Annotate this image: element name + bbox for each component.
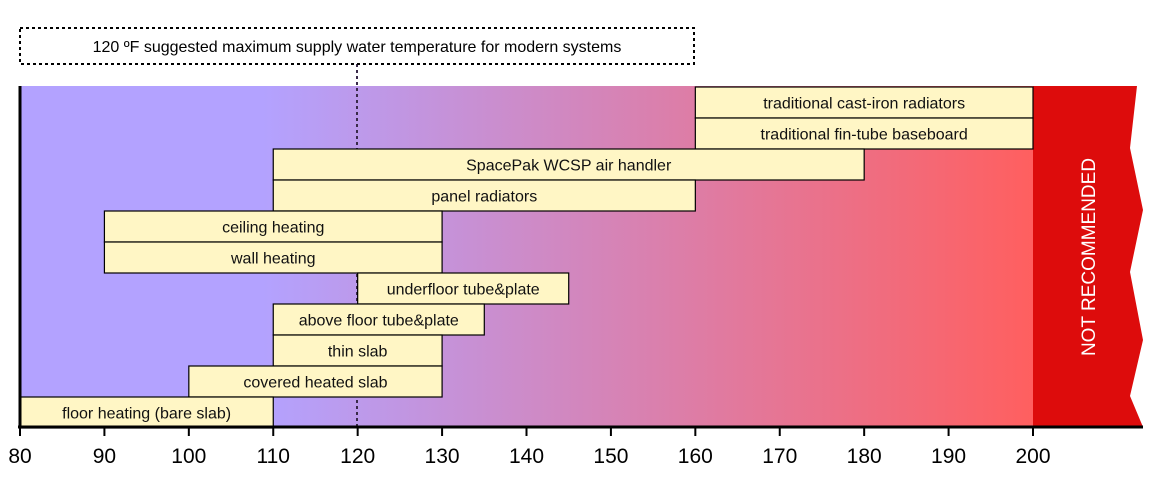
range-bar: above floor tube&plate [272,303,485,336]
x-tick-label: 140 [509,445,544,468]
range-bar: covered heated slab [188,365,443,398]
x-tick-label: 200 [1015,445,1050,468]
range-bar-label: covered heated slab [243,375,387,392]
range-bar-label: wall heating [230,251,316,268]
x-tick-label: 120 [340,445,375,468]
range-bar-rect [103,241,443,274]
x-axis-ticks: 80 90 100 110 120 130 140 150 160 170 180 190 200 [8,427,1051,468]
range-bar: wall heating [103,241,443,274]
range-bars: traditional cast-iron radiators tradition… [19,86,1034,429]
range-bar: underfloor tube&plate [357,272,570,305]
range-bar: panel radiators [272,179,696,212]
range-bar: thin slab [272,334,443,367]
range-bar-label: thin slab [328,344,388,361]
x-tick-label: 130 [425,445,460,468]
range-bar-label: above floor tube&plate [299,313,459,330]
x-tick-label: 150 [593,445,628,468]
range-bar-rect [694,86,1034,119]
x-tick-label: 100 [171,445,206,468]
x-tick-label: 90 [93,445,116,468]
range-bar-rect [272,334,443,367]
x-tick-label: 160 [678,445,713,468]
range-bar: traditional cast-iron radiators [694,86,1034,119]
not-recommended-region [1033,86,1143,427]
range-bar-rect [272,179,696,212]
range-bar-rect [103,210,443,243]
reference-callout-box [19,27,695,65]
range-bar-label: floor heating (bare slab) [62,406,231,423]
range-bar: traditional fin-tube baseboard [694,117,1034,150]
range-bar-rect [694,117,1034,150]
range-bar: SpacePak WCSP air handler [272,148,865,181]
range-bar-label: panel radiators [431,189,537,206]
not-recommended-label: NOT RECOMMENDED [1079,158,1100,356]
range-bar-label: traditional cast-iron radiators [763,96,965,113]
range-bar-label: underfloor tube&plate [387,282,540,299]
range-bar-label: ceiling heating [222,220,324,237]
x-tick-label: 80 [8,445,31,468]
range-bar-label: SpacePak WCSP air handler [466,158,672,175]
range-bar: floor heating (bare slab) [19,396,274,429]
range-bar-rect [272,303,485,336]
x-tick-label: 180 [847,445,882,468]
range-bar: ceiling heating [103,210,443,243]
x-tick-label: 170 [762,445,797,468]
range-bar-label: traditional fin-tube baseboard [761,127,968,144]
reference-callout-text: 120 ºF suggested maximum supply water te… [93,39,622,56]
x-tick-label: 190 [931,445,966,468]
x-tick-label: 110 [257,445,290,468]
range-bar-rect [188,365,443,398]
